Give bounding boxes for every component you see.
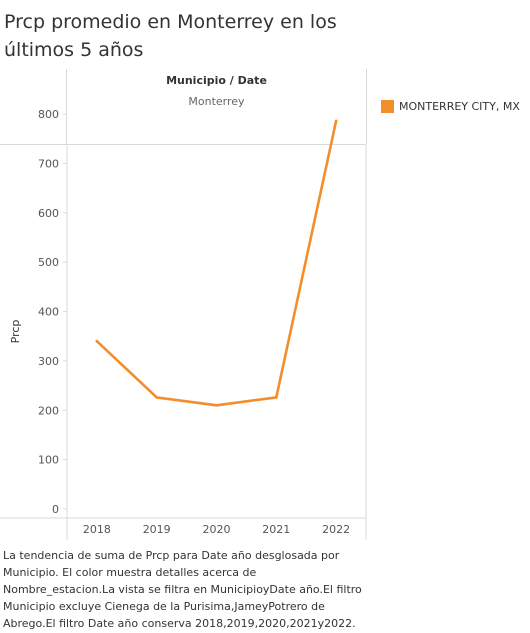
line-chart: 0 100 200 300 400 500 600 700 800 Prcp 2018 2019 202…: [0, 108, 367, 540]
y-tick-label: 500: [38, 256, 59, 269]
data-point: [215, 404, 218, 407]
chart-caption: La tendencia de suma de Prcp para Date a…: [3, 549, 362, 630]
y-tick-label: 800: [38, 108, 59, 121]
series-line: [95, 119, 338, 407]
y-tick-label: 200: [38, 404, 59, 417]
data-point: [275, 396, 278, 399]
header-right-border: [366, 69, 367, 144]
y-tick-label: 400: [38, 306, 59, 319]
y-tick-label: 600: [38, 207, 59, 220]
y-tick-label: 0: [52, 503, 59, 516]
y-tick-label: 700: [38, 157, 59, 170]
data-point: [334, 119, 338, 123]
legend: MONTERREY CITY, MX: [381, 100, 520, 113]
y-tick-label: 300: [38, 355, 59, 368]
x-tick-label: 2021: [262, 523, 290, 536]
column-header-value: Monterrey: [188, 95, 245, 108]
column-header-label: Municipio / Date: [166, 74, 267, 87]
x-tick-label: 2018: [83, 523, 111, 536]
y-axis-title: Prcp: [9, 320, 22, 344]
header-divider: [0, 144, 366, 145]
x-tick-label: 2020: [203, 523, 231, 536]
legend-swatch[interactable]: [381, 100, 394, 113]
chart-title: Prcp promedio en Monterrey en los último…: [4, 11, 337, 61]
y-tick-label: 100: [38, 454, 59, 467]
x-tick-label: 2019: [143, 523, 171, 536]
legend-label[interactable]: MONTERREY CITY, MX: [399, 100, 520, 113]
x-tick-label: 2022: [322, 523, 350, 536]
header-left-border: [66, 69, 67, 144]
data-point: [95, 339, 99, 343]
data-point: [155, 396, 158, 399]
